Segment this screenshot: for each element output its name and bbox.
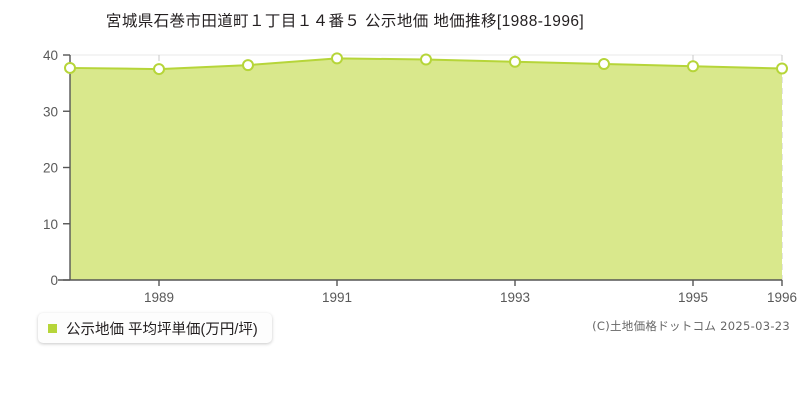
area-series — [69, 57, 783, 280]
data-point-marker[interactable] — [242, 59, 254, 72]
legend[interactable]: 公示地価 平均坪単価(万円/坪) — [38, 313, 272, 343]
x-tick-label: 1989 — [144, 290, 174, 305]
legend-item-label: 公示地価 平均坪単価(万円/坪) — [66, 321, 258, 338]
y-tick-label: 0 — [50, 273, 58, 288]
y-axis-tick-labels: 0 10 20 30 40 — [43, 48, 58, 288]
data-point-marker[interactable] — [331, 52, 343, 65]
page-title: 宮城県石巻市田道町１丁目１４番５ 公示地価 地価推移[1988-1996] — [105, 13, 585, 30]
data-point-marker[interactable] — [153, 63, 165, 76]
axes — [58, 54, 783, 286]
chart-plot-area: 0 10 20 30 40 1989 1991 1993 1995 1996 — [43, 48, 797, 305]
data-point-marker[interactable] — [687, 60, 699, 73]
y-tick-label: 10 — [43, 217, 58, 232]
credit-text: (C)土地価格ドットコム 2025-03-23 — [592, 319, 790, 333]
data-point-marker[interactable] — [776, 62, 788, 75]
legend-swatch-icon — [48, 323, 57, 333]
y-tick-label: 20 — [43, 161, 58, 176]
data-point-markers — [64, 52, 788, 76]
data-point-marker[interactable] — [420, 53, 432, 66]
x-tick-label: 1991 — [322, 290, 352, 305]
data-point-marker[interactable] — [598, 58, 610, 70]
x-tick-label: 1995 — [678, 290, 708, 305]
y-tick-label: 40 — [43, 48, 58, 63]
data-point-marker[interactable] — [64, 61, 76, 74]
data-point-marker[interactable] — [509, 55, 521, 68]
y-tick-label: 30 — [43, 104, 58, 119]
x-tick-label: 1996 — [767, 290, 797, 305]
x-tick-label: 1993 — [500, 290, 530, 305]
x-axis-tick-labels: 1989 1991 1993 1995 1996 — [144, 290, 797, 305]
